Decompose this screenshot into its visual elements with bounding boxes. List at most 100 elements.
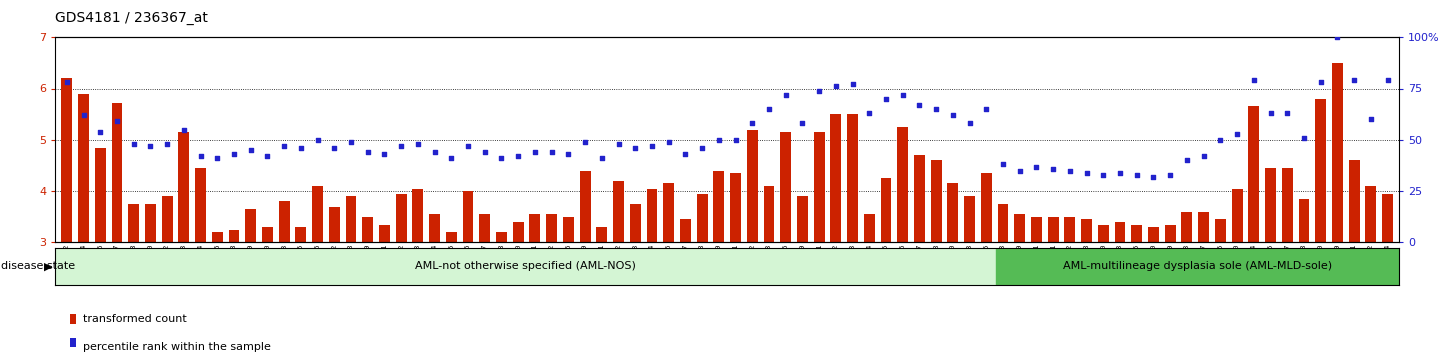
Bar <box>880 178 892 242</box>
Bar <box>1098 224 1109 242</box>
Bar <box>378 224 390 242</box>
Point <box>122 141 145 147</box>
Bar <box>580 171 590 242</box>
Point <box>624 145 647 151</box>
Point <box>790 121 813 126</box>
Bar <box>1382 194 1393 242</box>
Text: percentile rank within the sample: percentile rank within the sample <box>83 342 271 352</box>
Bar <box>964 196 974 242</box>
Bar <box>245 209 257 242</box>
Bar <box>864 214 874 242</box>
Point <box>874 96 898 102</box>
Point <box>1276 110 1299 116</box>
Bar <box>196 168 206 242</box>
Point <box>506 153 529 159</box>
Bar <box>831 114 841 242</box>
Bar <box>94 148 106 242</box>
Bar <box>480 214 490 242</box>
Point <box>106 119 129 124</box>
Point <box>206 155 229 161</box>
Bar <box>1198 212 1209 242</box>
Bar <box>663 183 674 242</box>
Point <box>423 149 447 155</box>
Point <box>1243 78 1266 83</box>
Point <box>523 149 547 155</box>
Point <box>457 143 480 149</box>
Bar <box>447 232 457 242</box>
Point <box>1209 137 1232 143</box>
Bar <box>1231 189 1243 242</box>
Point <box>992 162 1015 167</box>
Point <box>1192 153 1215 159</box>
Point <box>824 84 847 89</box>
Point <box>1292 135 1315 141</box>
Point <box>357 149 380 155</box>
Bar <box>78 93 88 242</box>
Bar <box>212 232 223 242</box>
Bar <box>496 232 507 242</box>
Bar <box>1182 212 1192 242</box>
Point <box>323 145 347 151</box>
Point <box>339 139 362 145</box>
Point <box>306 137 329 143</box>
Point <box>72 112 96 118</box>
Bar <box>329 207 339 242</box>
Bar <box>145 204 155 242</box>
Point <box>473 149 496 155</box>
Bar <box>513 222 523 242</box>
Bar <box>1131 224 1143 242</box>
Point <box>974 106 998 112</box>
Bar <box>278 201 290 242</box>
Bar <box>998 204 1008 242</box>
Point <box>188 153 212 159</box>
Point <box>941 112 964 118</box>
Point <box>390 143 413 149</box>
Bar <box>178 132 190 242</box>
Point <box>925 106 948 112</box>
Point <box>774 92 798 97</box>
Bar <box>412 189 423 242</box>
Point <box>1159 172 1182 178</box>
Bar <box>296 227 306 242</box>
Bar <box>1082 219 1092 242</box>
Bar <box>128 204 139 242</box>
Text: GDS4181 / 236367_at: GDS4181 / 236367_at <box>55 11 207 25</box>
Point <box>708 137 731 143</box>
Bar <box>898 127 908 242</box>
Bar <box>1048 217 1058 242</box>
Bar <box>780 132 792 242</box>
Bar <box>629 204 641 242</box>
Bar <box>980 173 992 242</box>
Bar <box>1282 168 1292 242</box>
Point <box>1259 110 1282 116</box>
Point <box>724 137 747 143</box>
Bar <box>713 171 724 242</box>
Text: disease state: disease state <box>1 261 75 272</box>
Bar <box>813 132 825 242</box>
Text: AML-multilineage dysplasia sole (AML-MLD-sole): AML-multilineage dysplasia sole (AML-MLD… <box>1063 261 1333 272</box>
Bar <box>1215 219 1225 242</box>
Bar <box>396 194 406 242</box>
Bar <box>1299 199 1309 242</box>
Point <box>1025 164 1048 169</box>
Point <box>1058 168 1082 173</box>
Bar <box>647 189 657 242</box>
Bar <box>931 160 941 242</box>
Bar <box>847 114 858 242</box>
Point <box>255 153 278 159</box>
Bar <box>362 217 373 242</box>
Bar <box>1015 214 1025 242</box>
Bar <box>1031 217 1043 242</box>
Point <box>1343 78 1366 83</box>
Bar <box>731 173 741 242</box>
Point <box>1309 80 1333 85</box>
Point <box>490 155 513 161</box>
Text: AML-not otherwise specified (AML-NOS): AML-not otherwise specified (AML-NOS) <box>415 261 637 272</box>
Point <box>1092 172 1115 178</box>
Point <box>1008 168 1031 173</box>
Point <box>1225 131 1248 137</box>
Point <box>657 139 680 145</box>
Bar <box>429 214 439 242</box>
Point <box>1359 116 1382 122</box>
Point <box>1325 34 1348 40</box>
